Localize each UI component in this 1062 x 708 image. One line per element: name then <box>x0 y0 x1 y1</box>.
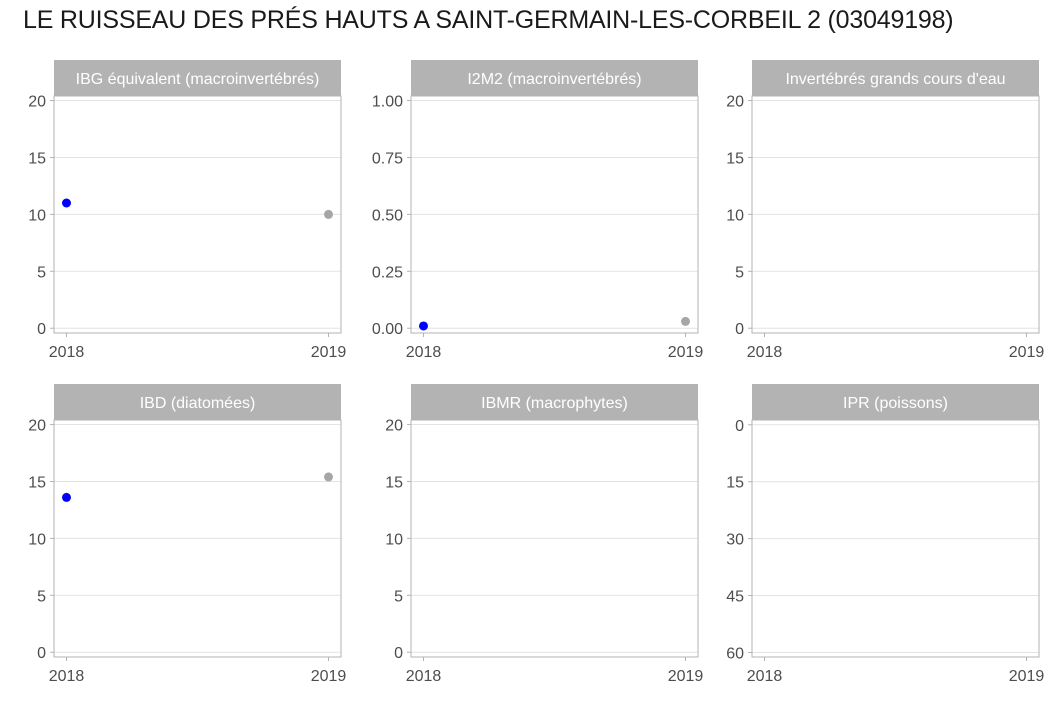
x-tick-label: 2019 <box>311 668 347 685</box>
y-tick-label: 0.00 <box>372 321 403 338</box>
x-tick-label: 2018 <box>406 344 442 361</box>
y-tick-label: 0 <box>37 321 46 338</box>
facet-panel-3: Invertébrés grands cours d'eau 0 5 10 15 20 20… <box>726 60 1044 361</box>
panel-border <box>410 95 699 334</box>
facet-panel-1: IBG équivalent (macroinvertébrés) 0 5 10 15 2… <box>28 60 346 361</box>
panel-border <box>751 95 1040 334</box>
y-tick-label: 10 <box>726 207 744 224</box>
facet-strip-label: IBMR (macrophytes) <box>481 395 628 412</box>
y-tick-label: 0 <box>394 645 403 662</box>
x-tick-label: 2018 <box>747 344 783 361</box>
data-point-2018 <box>62 492 71 502</box>
facet-strip <box>752 384 1039 420</box>
facet-strip-label: IBG équivalent (macroinvertébrés) <box>76 71 320 88</box>
x-tick-label: 2018 <box>406 668 442 685</box>
y-tick-label: 10 <box>28 207 46 224</box>
facet-strip <box>54 60 341 96</box>
y-tick-label: 20 <box>28 418 46 435</box>
data-point-2019 <box>324 209 333 219</box>
data-point-2019 <box>681 316 690 326</box>
y-tick-label: 5 <box>37 264 46 281</box>
y-tick-label: 0 <box>735 321 744 338</box>
facet-strip-label: Invertébrés grands cours d'eau <box>785 71 1005 88</box>
panel-border <box>410 419 699 658</box>
facet-strip <box>411 384 698 420</box>
facet-strip <box>411 60 698 96</box>
y-tick-label: 15 <box>385 474 403 491</box>
x-tick-label: 2019 <box>311 344 347 361</box>
x-tick-label: 2019 <box>1009 344 1045 361</box>
y-tick-label: 5 <box>37 588 46 605</box>
x-tick-label: 2019 <box>668 668 704 685</box>
x-tick-label: 2018 <box>49 344 85 361</box>
y-tick-label: 15 <box>28 474 46 491</box>
y-tick-label: 0.25 <box>372 264 403 281</box>
data-point-2019 <box>324 472 333 482</box>
panel-border <box>751 419 1040 658</box>
y-tick-label: 0.75 <box>372 150 403 167</box>
y-tick-label: 0.50 <box>372 207 403 224</box>
facet-strip-label: I2M2 (macroinvertébrés) <box>467 71 641 88</box>
y-tick-label: 15 <box>28 150 46 167</box>
facet-strip <box>54 384 341 420</box>
facet-strip-label: IBD (diatomées) <box>140 395 256 412</box>
data-point-2018 <box>419 321 428 331</box>
y-tick-label: 60 <box>726 645 744 662</box>
y-tick-label: 15 <box>726 150 744 167</box>
y-tick-label: 1.00 <box>372 94 403 111</box>
y-tick-label: 20 <box>28 94 46 111</box>
y-tick-label: 10 <box>385 531 403 548</box>
data-point-2018 <box>62 198 71 208</box>
facet-panel-4: IBD (diatomées) 0 5 10 15 20 2018 2019 <box>28 384 346 685</box>
y-tick-label: 10 <box>28 531 46 548</box>
facet-strip-label: IPR (poissons) <box>843 395 948 412</box>
y-tick-label: 0 <box>735 418 744 435</box>
x-tick-label: 2018 <box>747 668 783 685</box>
y-tick-label: 30 <box>726 532 744 549</box>
y-tick-label: 5 <box>735 264 744 281</box>
y-tick-label: 0 <box>37 645 46 662</box>
panel-border <box>53 419 342 658</box>
facet-panel-5: IBMR (macrophytes) 0 5 10 15 20 2018 2019 <box>385 384 703 685</box>
x-tick-label: 2019 <box>1009 668 1045 685</box>
y-tick-label: 15 <box>726 475 744 492</box>
x-tick-label: 2019 <box>668 344 704 361</box>
y-tick-label: 20 <box>385 418 403 435</box>
facet-panel-2: I2M2 (macroinvertébrés) 0.00 0.25 0.50 0.75 1… <box>372 60 704 361</box>
chart-title: LE RUISSEAU DES PRÉS HAUTS A SAINT-GERMA… <box>23 6 954 34</box>
panel-border <box>53 95 342 334</box>
y-tick-label: 45 <box>726 589 744 606</box>
y-tick-label: 20 <box>726 94 744 111</box>
x-tick-label: 2018 <box>49 668 85 685</box>
y-tick-label: 5 <box>394 588 403 605</box>
facet-strip <box>752 60 1039 96</box>
